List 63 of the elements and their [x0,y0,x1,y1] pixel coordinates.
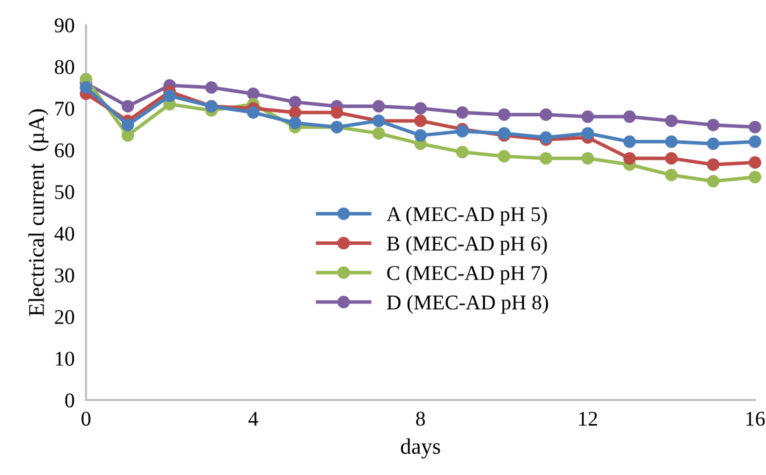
point [456,106,469,119]
point [748,135,762,148]
y-tick-label: 10 [56,352,74,366]
legend-label: D (MEC-AD pH 8) [386,294,548,314]
point [122,118,134,132]
point [665,135,678,148]
point [122,100,134,112]
point [706,158,720,171]
point [748,156,762,169]
point [498,150,510,162]
point [582,127,594,140]
point [665,114,678,128]
point [623,110,636,123]
point [414,102,427,115]
point [122,129,134,142]
point [288,116,302,130]
point [247,88,260,100]
legend-label: B (MEC-AD pH 6) [386,236,547,255]
point [288,96,302,108]
point [665,152,678,165]
y-tick-label: 40 [54,226,74,241]
point [706,138,720,150]
y-tick-label: 60 [54,143,74,158]
point [498,108,510,121]
point [163,90,176,102]
point [540,108,552,121]
y-tick-label: 0 [65,393,74,408]
point [706,118,720,132]
y-tick-label: 90 [54,18,74,32]
legend-label: C (MEC-AD pH 7) [387,265,547,284]
point [456,125,469,138]
point [665,168,678,182]
point [414,129,427,142]
x-tick-label: 12 [579,412,598,426]
point [372,127,385,140]
x-axis-title: days [400,438,440,459]
point [706,175,720,188]
point [414,114,427,128]
point [748,170,762,184]
x-tick-label: 0 [82,412,90,426]
point [623,152,636,165]
point [456,146,469,158]
y-tick-label: 50 [55,185,74,200]
y-tick-label: 20 [54,310,74,324]
point [80,81,92,94]
point [330,106,344,119]
point [582,152,594,165]
point [540,152,552,165]
x-tick-label: 8 [416,412,425,426]
x-tick-label: 4 [248,412,258,426]
y-tick-label: 70 [55,102,74,116]
point [623,135,636,148]
point [247,106,260,119]
point [582,110,594,123]
point [288,106,302,119]
x-tick-label: 16 [746,412,765,426]
point [372,100,385,112]
y-tick-label: 30 [55,268,74,282]
y-tick-label: 80 [54,60,74,74]
y-axis-title: Electrical current (µA) [28,109,48,316]
point [748,120,762,134]
point [205,81,218,94]
legend-label: A (MEC-AD pH 5) [386,206,547,226]
